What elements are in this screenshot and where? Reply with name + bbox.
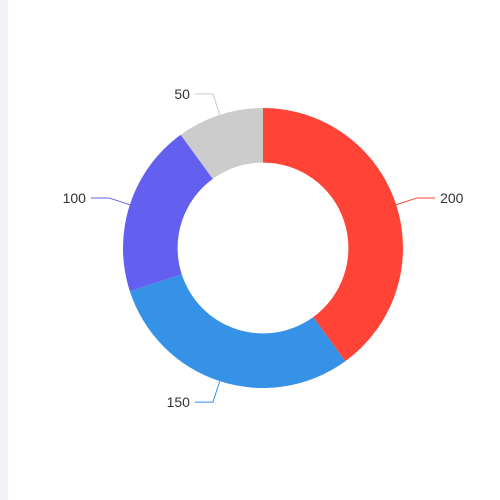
leader-line-100 xyxy=(90,197,131,206)
donut-slices xyxy=(123,108,404,388)
slice-labels: 200 150 100 50 xyxy=(63,86,464,410)
donut-slice-150[interactable] xyxy=(129,274,346,388)
slice-label-150: 150 xyxy=(167,394,191,410)
slice-label-100: 100 xyxy=(63,190,87,206)
label-leaders xyxy=(90,93,436,403)
slice-label-50: 50 xyxy=(174,86,190,102)
slice-label-200: 200 xyxy=(440,190,464,206)
donut-slice-100[interactable] xyxy=(123,134,213,292)
donut-slice-200[interactable] xyxy=(263,108,404,362)
leader-line-50 xyxy=(194,93,221,116)
left-panel-edge xyxy=(0,0,8,500)
leader-line-150 xyxy=(194,380,221,403)
donut-slice-50[interactable] xyxy=(180,108,263,179)
leader-line-200 xyxy=(395,197,436,206)
